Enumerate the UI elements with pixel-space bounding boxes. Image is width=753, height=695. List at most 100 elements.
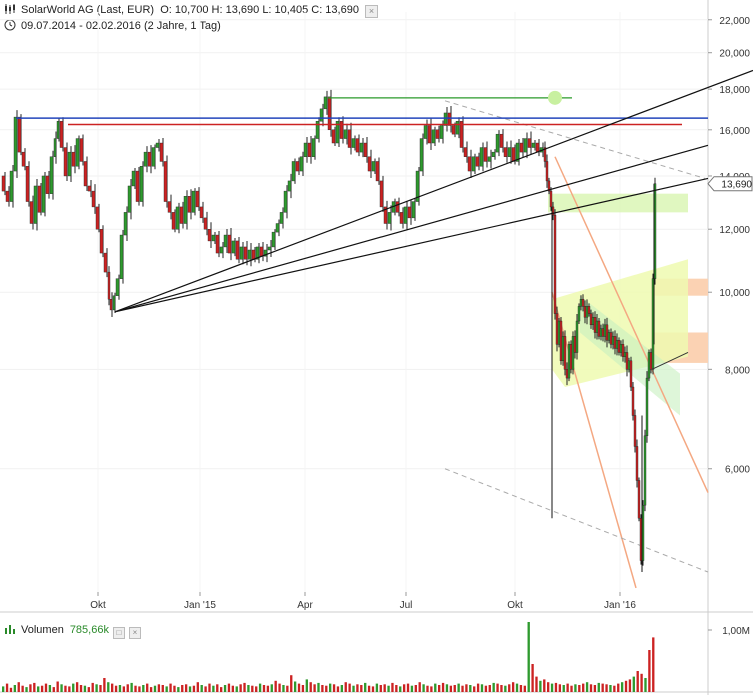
volume-bar: [44, 683, 48, 692]
volume-bar: [379, 685, 382, 692]
candle-body: [315, 121, 320, 139]
candle-body: [411, 201, 416, 219]
close-icon[interactable]: ×: [128, 627, 141, 639]
candle-body: [495, 133, 500, 153]
candle-body: [319, 108, 324, 122]
volume-bar: [430, 686, 433, 692]
close-icon[interactable]: ×: [364, 5, 378, 18]
candle-body: [619, 344, 623, 353]
volume-bar: [453, 685, 456, 692]
candle-body: [559, 320, 563, 362]
volume-bar: [547, 682, 550, 692]
volume-bar: [519, 685, 523, 692]
volume-bar: [13, 685, 17, 692]
candle-body: [109, 299, 113, 311]
candle-body: [339, 121, 344, 139]
volume-bars-icon: [5, 625, 15, 634]
candle-body: [291, 161, 296, 182]
candle-body: [601, 328, 605, 337]
x-tick-label: Jul: [400, 600, 413, 611]
candle-body: [271, 231, 276, 248]
volume-bar: [609, 685, 612, 692]
volume-bar: [488, 685, 491, 692]
volume-bar: [301, 685, 305, 692]
candle-body: [49, 156, 54, 194]
candle-body: [303, 142, 308, 157]
support-zone-green: [548, 193, 688, 213]
volume-bar: [305, 679, 308, 692]
volume-bar: [469, 685, 472, 692]
volume-bar: [504, 685, 507, 692]
candle-body: [633, 415, 637, 447]
candle-body: [403, 206, 408, 224]
volume-bar: [570, 685, 573, 692]
volume-bar: [87, 687, 90, 692]
volume-bar: [208, 683, 211, 692]
volume-bar: [99, 685, 102, 692]
volume-bar: [37, 686, 40, 692]
volume-bar: [352, 685, 355, 692]
candle-body: [295, 161, 300, 172]
candle-body: [625, 352, 629, 370]
candle-body: [471, 156, 476, 172]
volume-bar: [473, 686, 476, 692]
candle-body: [159, 142, 164, 162]
candle-body: [627, 360, 631, 370]
candle-body: [311, 138, 316, 157]
volume-bar: [348, 683, 351, 692]
volume-bar: [173, 685, 176, 692]
candle-body: [607, 332, 611, 341]
candle-body: [103, 252, 108, 273]
candle-body: [447, 112, 452, 126]
volume-value: 785,66k: [69, 624, 109, 636]
volume-bar: [508, 684, 511, 692]
volume-bar: [644, 678, 647, 692]
volume-bar: [278, 683, 281, 692]
candle-body: [239, 246, 244, 260]
y-tick-label: 6,000: [725, 465, 750, 476]
candle-body: [327, 96, 332, 131]
volume-bar: [406, 683, 410, 692]
volume-bar: [562, 685, 565, 692]
volume-bar: [535, 676, 538, 692]
candle-body: [355, 138, 360, 153]
volume-bar: [223, 685, 227, 692]
volume-bar: [457, 683, 460, 692]
candle-body: [557, 320, 561, 345]
volume-bar: [648, 650, 651, 692]
candle-body: [631, 386, 635, 416]
settings-icon[interactable]: □: [112, 627, 125, 639]
volume-bar: [48, 685, 52, 692]
candle-body: [1, 175, 6, 192]
candle-body: [91, 190, 96, 208]
candle-body: [597, 320, 601, 337]
candle-body: [423, 125, 428, 139]
y-tick-label: 18,000: [719, 85, 750, 96]
candlestick-icon: [5, 4, 15, 14]
candle-body: [323, 96, 328, 110]
volume-bar: [33, 682, 36, 692]
candle-body: [479, 147, 484, 167]
candle-body: [579, 299, 583, 307]
volume-bar: [212, 685, 215, 692]
candle-body: [581, 299, 585, 307]
volume-bar: [601, 683, 604, 692]
last-price-label: 13,690: [721, 180, 752, 191]
candle-body: [83, 161, 88, 187]
volume-bar: [196, 682, 199, 692]
volume-bar: [64, 685, 67, 692]
volume-bar: [367, 685, 371, 692]
volume-bar: [130, 682, 133, 692]
candle-body: [555, 313, 559, 345]
volume-bar: [344, 682, 347, 692]
candle-body: [53, 138, 57, 157]
volume-bar: [461, 685, 464, 692]
volume-bar: [640, 673, 643, 692]
chart-title: SolarWorld AG (Last, EUR): [21, 4, 155, 16]
volume-bar: [531, 664, 534, 692]
fan-trendline: [114, 144, 709, 313]
candle-body: [351, 138, 356, 148]
candle-body: [9, 170, 14, 202]
volume-bar: [75, 682, 79, 692]
